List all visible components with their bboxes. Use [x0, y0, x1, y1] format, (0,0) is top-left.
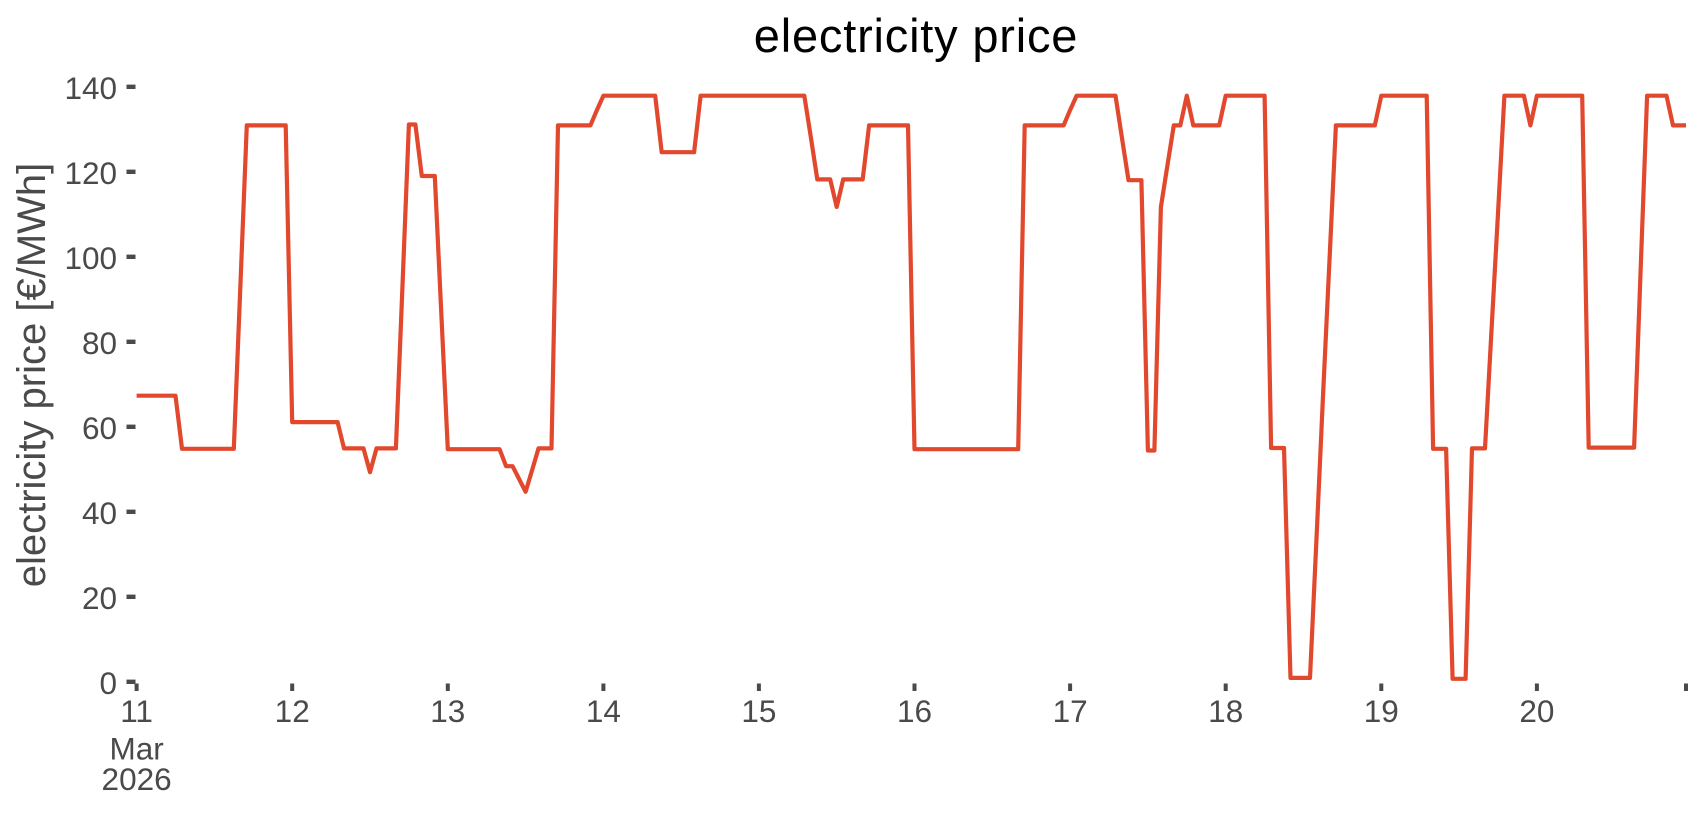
- svg-text:20: 20: [1519, 693, 1554, 729]
- svg-text:electricity price [€/MWh]: electricity price [€/MWh]: [10, 163, 54, 588]
- svg-text:13: 13: [430, 693, 465, 729]
- svg-text:electricity price: electricity price: [754, 9, 1078, 62]
- svg-text:16: 16: [897, 693, 932, 729]
- svg-text:12: 12: [275, 693, 310, 729]
- svg-text:2026: 2026: [102, 761, 172, 797]
- svg-text:120: 120: [64, 155, 117, 191]
- svg-text:20: 20: [82, 580, 117, 616]
- svg-text:14: 14: [586, 693, 621, 729]
- svg-text:60: 60: [82, 410, 117, 446]
- svg-text:11: 11: [120, 693, 153, 729]
- svg-text:15: 15: [741, 693, 776, 729]
- svg-text:100: 100: [64, 240, 117, 276]
- svg-text:80: 80: [82, 325, 117, 361]
- svg-text:Mar: Mar: [109, 731, 163, 767]
- svg-text:40: 40: [82, 495, 117, 531]
- svg-text:17: 17: [1053, 693, 1088, 729]
- svg-text:0: 0: [99, 665, 117, 701]
- svg-text:140: 140: [64, 70, 117, 106]
- svg-text:19: 19: [1364, 693, 1399, 729]
- svg-text:18: 18: [1208, 693, 1243, 729]
